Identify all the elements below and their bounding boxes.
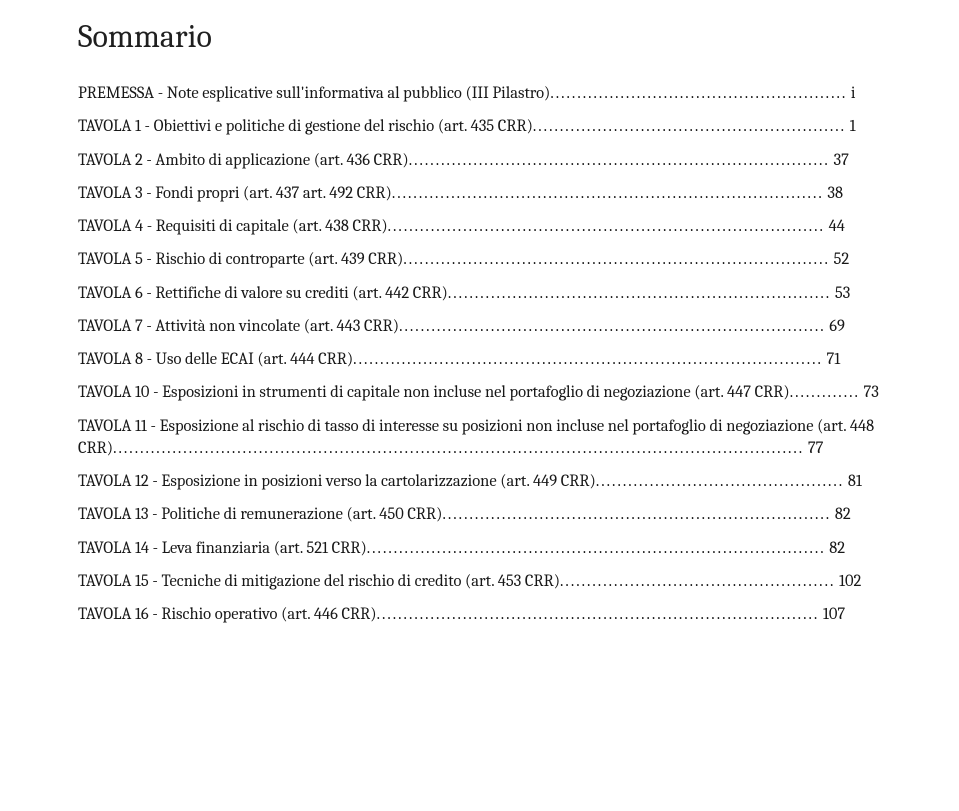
toc-label: TAVOLA 10 - Esposizioni in strumenti di … xyxy=(78,383,790,402)
toc-entry: TAVOLA 3 - Fondi propri (art. 437 art. 4… xyxy=(78,183,887,205)
toc-label: TAVOLA 12 - Esposizione in posizioni ver… xyxy=(78,472,596,491)
toc-page: 52 xyxy=(830,250,849,269)
toc-page: 1 xyxy=(846,117,856,136)
toc-list: PREMESSA - Note esplicative sull'informa… xyxy=(78,83,887,627)
toc-leader: ........................................… xyxy=(409,151,830,170)
toc-entry: TAVOLA 12 - Esposizione in posizioni ver… xyxy=(78,471,887,493)
toc-leader: ........................................… xyxy=(448,284,831,303)
toc-title: Sommario xyxy=(78,18,887,55)
toc-leader: ........................................… xyxy=(388,217,825,236)
toc-leader: ........................................… xyxy=(550,84,847,103)
toc-entry: TAVOLA 10 - Esposizioni in strumenti di … xyxy=(78,382,887,404)
toc-label: TAVOLA 4 - Requisiti di capitale (art. 4… xyxy=(78,217,388,236)
toc-entry: TAVOLA 4 - Requisiti di capitale (art. 4… xyxy=(78,216,887,238)
toc-leader: ........................................… xyxy=(403,250,830,269)
toc-entry: TAVOLA 2 - Ambito di applicazione (art. … xyxy=(78,150,887,172)
toc-leader: ........................................… xyxy=(399,317,826,336)
toc-page: 82 xyxy=(826,539,845,558)
toc-label: TAVOLA 5 - Rischio di controparte (art. … xyxy=(78,250,403,269)
toc-page: 82 xyxy=(831,505,850,524)
toc-page: 71 xyxy=(823,350,840,369)
toc-leader: ........................................… xyxy=(367,539,826,558)
toc-page: 81 xyxy=(844,472,862,491)
toc-entry: TAVOLA 8 - Uso delle ECAI (art. 444 CRR)… xyxy=(78,349,887,371)
toc-entry: TAVOLA 13 - Politiche di remunerazione (… xyxy=(78,504,887,526)
toc-label: TAVOLA 7 - Attività non vincolate (art. … xyxy=(78,317,399,336)
toc-entry: TAVOLA 1 - Obiettivi e politiche di gest… xyxy=(78,116,887,138)
toc-entry: TAVOLA 11 - Esposizione al rischio di ta… xyxy=(78,416,887,461)
toc-entry: TAVOLA 14 - Leva finanziaria (art. 521 C… xyxy=(78,538,887,560)
toc-entry: TAVOLA 15 - Tecniche di mitigazione del … xyxy=(78,571,887,593)
toc-leader: ............. xyxy=(790,383,860,402)
toc-label-part: CRR) xyxy=(78,439,113,458)
toc-page: 77 xyxy=(804,439,823,458)
toc-page: 38 xyxy=(824,184,843,203)
toc-page: 44 xyxy=(825,217,845,236)
toc-leader: ........................................… xyxy=(377,605,820,624)
toc-entry: TAVOLA 5 - Rischio di controparte (art. … xyxy=(78,249,887,271)
toc-leader: ........................................… xyxy=(353,350,823,369)
toc-entry: TAVOLA 6 - Rettifiche di valore su credi… xyxy=(78,283,887,305)
toc-leader: ........................................… xyxy=(392,184,824,203)
toc-label: TAVOLA 14 - Leva finanziaria (art. 521 C… xyxy=(78,539,367,558)
toc-label: TAVOLA 2 - Ambito di applicazione (art. … xyxy=(78,151,409,170)
toc-page: 102 xyxy=(835,572,861,591)
toc-label: TAVOLA 3 - Fondi propri (art. 437 art. 4… xyxy=(78,184,392,203)
toc-leader: ........................................… xyxy=(442,505,831,524)
toc-label: TAVOLA 8 - Uso delle ECAI (art. 444 CRR) xyxy=(78,350,353,369)
toc-label: TAVOLA 1 - Obiettivi e politiche di gest… xyxy=(78,117,533,136)
toc-entry: PREMESSA - Note esplicative sull'informa… xyxy=(78,83,887,105)
toc-label: PREMESSA - Note esplicative sull'informa… xyxy=(78,84,550,103)
toc-page: 53 xyxy=(831,284,850,303)
toc-entry: TAVOLA 16 - Rischio operativo (art. 446 … xyxy=(78,604,887,626)
toc-leader: ........................................… xyxy=(596,472,844,491)
toc-page: 73 xyxy=(860,383,879,402)
toc-leader: ........................................… xyxy=(533,117,846,136)
toc-leader: ........................................… xyxy=(113,439,804,458)
toc-label: TAVOLA 16 - Rischio operativo (art. 446 … xyxy=(78,605,377,624)
toc-label-part: TAVOLA 11 - Esposizione al rischio di ta… xyxy=(78,417,874,436)
toc-page: 37 xyxy=(830,151,849,170)
toc-entry: TAVOLA 7 - Attività non vincolate (art. … xyxy=(78,316,887,338)
toc-page: 69 xyxy=(826,317,845,336)
toc-label: TAVOLA 13 - Politiche di remunerazione (… xyxy=(78,505,442,524)
toc-label: TAVOLA 15 - Tecniche di mitigazione del … xyxy=(78,572,560,591)
toc-page: i xyxy=(847,84,855,103)
toc-page: 107 xyxy=(819,605,845,624)
toc-leader: ........................................… xyxy=(560,572,835,591)
toc-label: TAVOLA 6 - Rettifiche di valore su credi… xyxy=(78,284,448,303)
